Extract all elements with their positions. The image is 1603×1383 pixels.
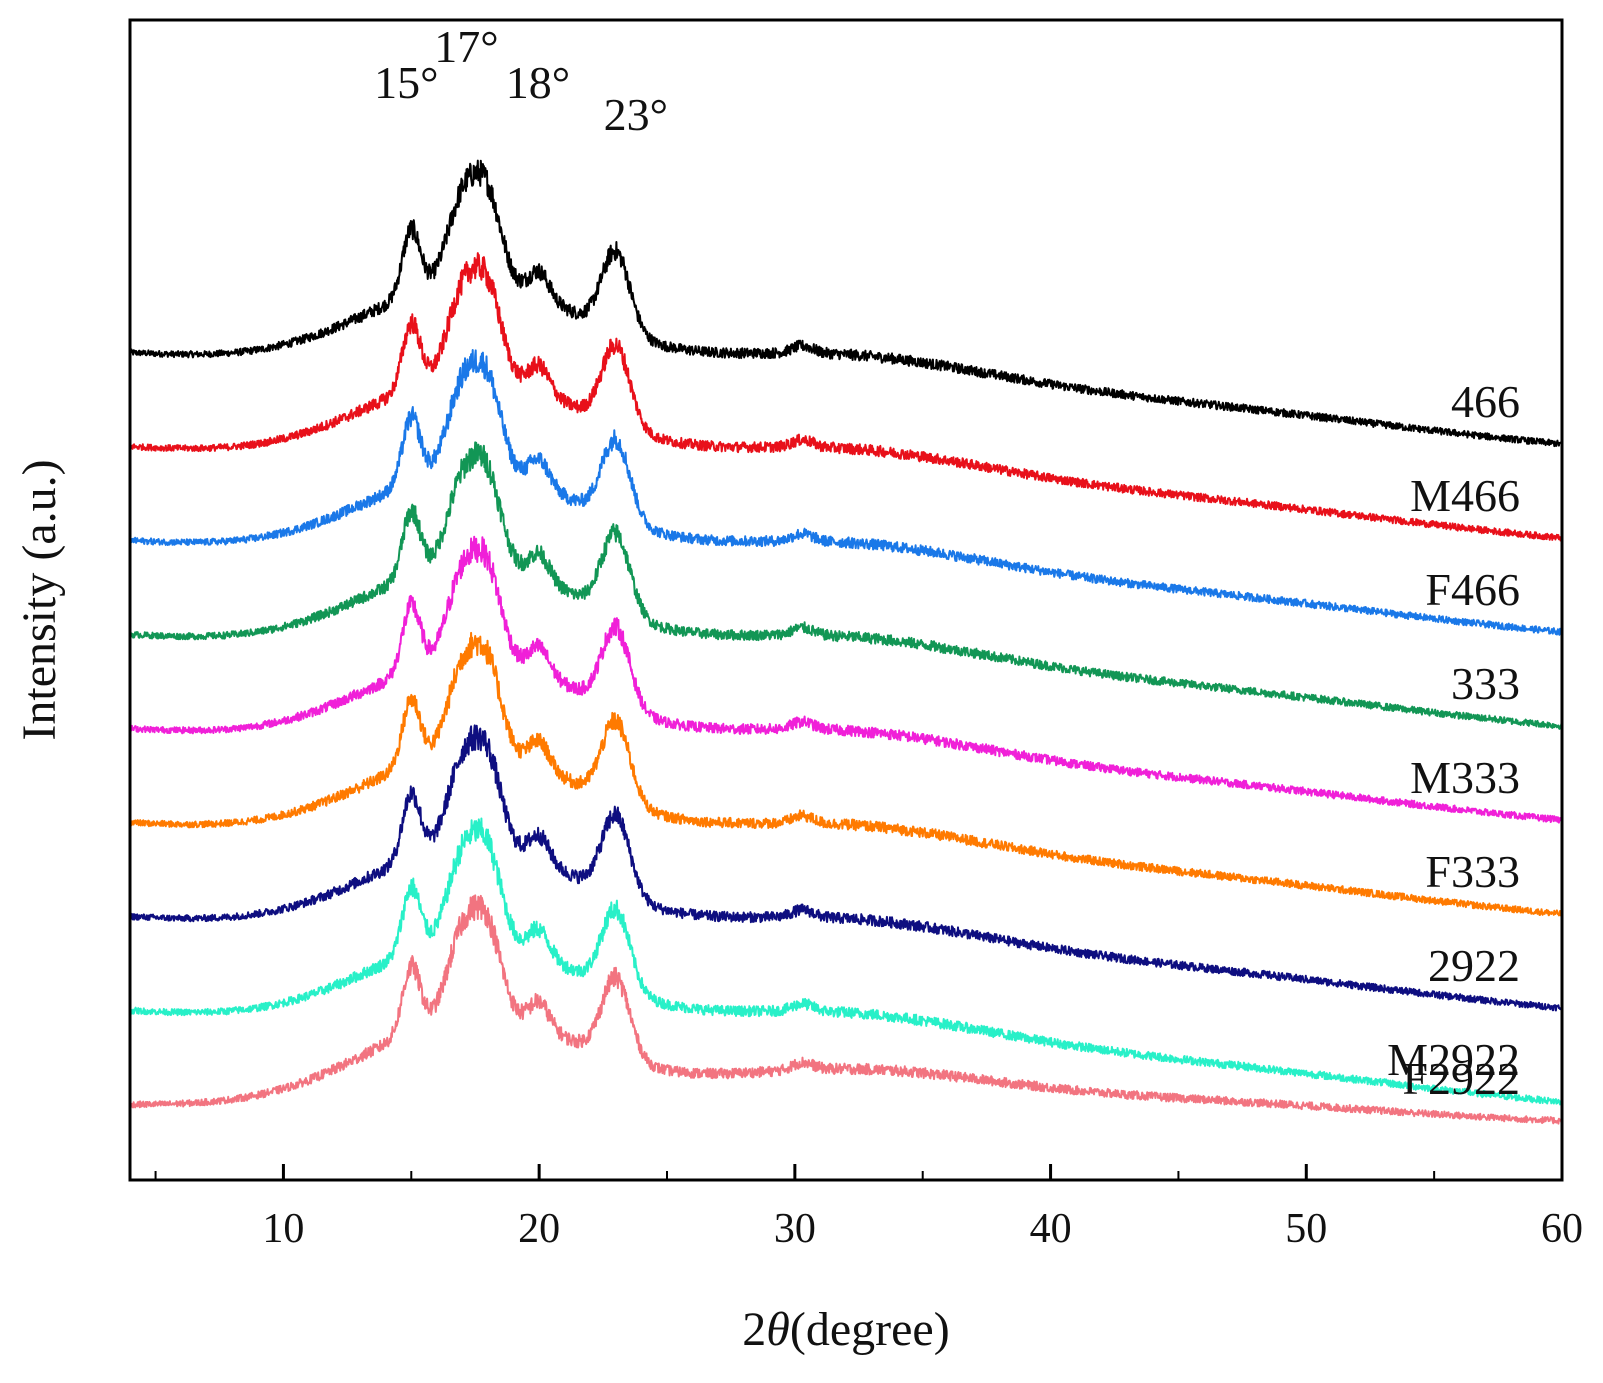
x-tick-label: 60 bbox=[1541, 1206, 1583, 1252]
x-tick-label: 50 bbox=[1285, 1206, 1327, 1252]
x-axis-title-theta: θ bbox=[766, 1303, 790, 1356]
series-label-466: 466 bbox=[1451, 376, 1520, 427]
x-axis-title-prefix: 2 bbox=[742, 1303, 766, 1356]
peak-label: 17° bbox=[434, 21, 498, 72]
series-line-m333 bbox=[129, 535, 1563, 824]
x-axis-title-suffix: (degree) bbox=[790, 1303, 950, 1356]
peak-label: 23° bbox=[604, 89, 668, 140]
series-label-m2922: M2922 bbox=[1387, 1034, 1520, 1085]
series-line-f466 bbox=[129, 349, 1563, 636]
x-tick-label: 40 bbox=[1030, 1206, 1072, 1252]
series-line-f2922 bbox=[129, 894, 1563, 1125]
series-label-f333: F333 bbox=[1425, 846, 1520, 897]
series-layer bbox=[129, 159, 1563, 1125]
series-line-333 bbox=[129, 441, 1563, 730]
peak-annotations: 15°17°18° 23° bbox=[374, 21, 668, 140]
series-label-m333: M333 bbox=[1410, 752, 1520, 803]
x-tick-label: 10 bbox=[262, 1206, 304, 1252]
series-line-f333 bbox=[129, 631, 1563, 917]
peak-label: 18° bbox=[506, 57, 570, 108]
series-label-2922: 2922 bbox=[1428, 940, 1520, 991]
series-label-333: 333 bbox=[1451, 658, 1520, 709]
x-axis-ticks: 10 20 30 40 50 60 bbox=[154, 1164, 1583, 1252]
x-axis-title: 2θ(degree) bbox=[742, 1303, 949, 1356]
series-label-m466: M466 bbox=[1410, 470, 1520, 521]
series-label-f2922: F2922 bbox=[1402, 1053, 1520, 1104]
series-line-m2922 bbox=[129, 817, 1563, 1106]
x-tick-label: 30 bbox=[774, 1206, 816, 1252]
series-label-f466: F466 bbox=[1425, 564, 1520, 615]
series-line-m466 bbox=[129, 252, 1563, 542]
x-tick-label: 20 bbox=[518, 1206, 560, 1252]
series-line-466 bbox=[129, 159, 1563, 448]
peak-label: 15° bbox=[374, 57, 438, 108]
y-axis-title: Intensity (a.u.) bbox=[13, 459, 66, 740]
series-line-2922 bbox=[129, 724, 1563, 1012]
plot-frame bbox=[128, 18, 1564, 1182]
